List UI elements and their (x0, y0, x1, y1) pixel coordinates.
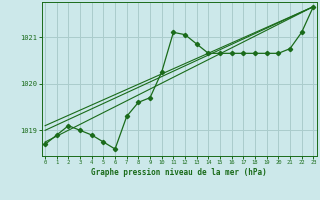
X-axis label: Graphe pression niveau de la mer (hPa): Graphe pression niveau de la mer (hPa) (91, 168, 267, 177)
